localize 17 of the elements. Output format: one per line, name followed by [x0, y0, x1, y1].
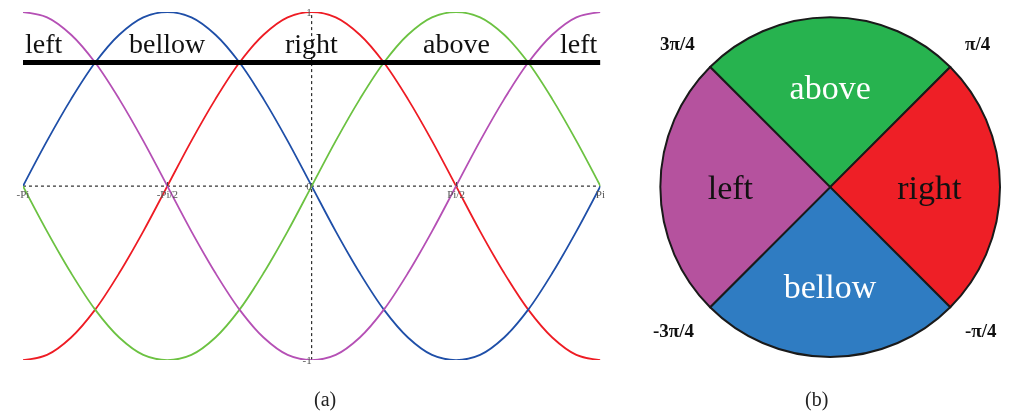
- annotation: right: [285, 28, 339, 59]
- annotation: left: [25, 28, 63, 59]
- x-tick-label: Pi: [595, 188, 605, 201]
- slice-label: bellow: [783, 268, 877, 306]
- slice-label: right: [897, 168, 963, 206]
- slice-label: above: [789, 69, 871, 107]
- text: (b): [805, 388, 829, 411]
- y-tick-label: 1: [306, 5, 312, 18]
- text: -3π/4: [653, 320, 695, 341]
- slice-label: left: [707, 168, 754, 206]
- annotation: left: [560, 28, 598, 59]
- text: (a): [314, 388, 337, 411]
- annotation: bellow: [129, 28, 206, 59]
- text: 3π/4: [660, 33, 696, 54]
- annotation: above: [423, 28, 490, 59]
- text: π/4: [965, 33, 991, 54]
- text: -π/4: [965, 320, 998, 341]
